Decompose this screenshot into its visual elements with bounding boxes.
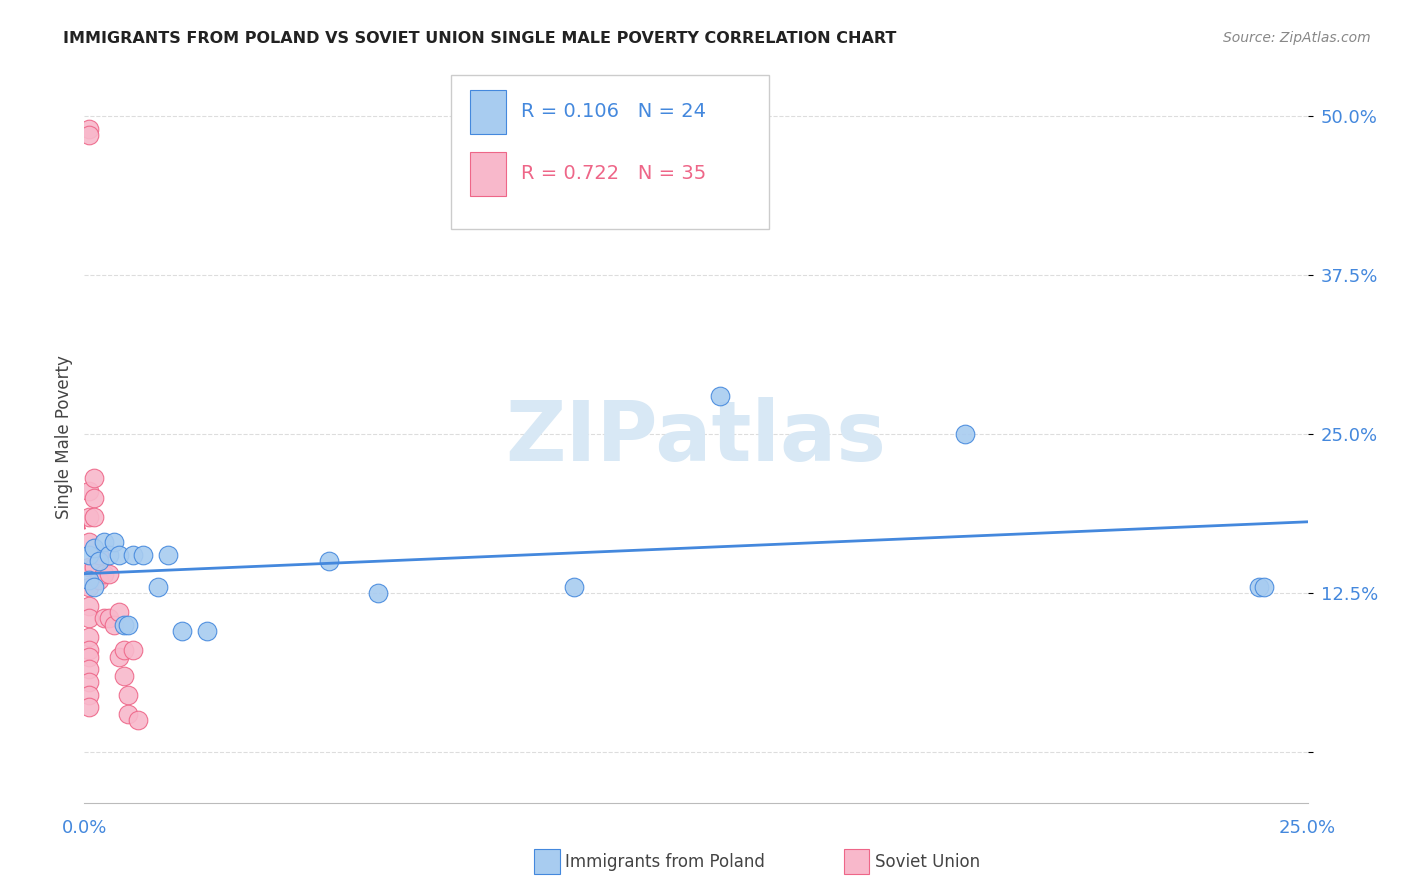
Text: Immigrants from Poland: Immigrants from Poland: [565, 853, 765, 871]
Point: [87, 573, 110, 587]
Text: R = 0.722   N = 35: R = 0.722 N = 35: [522, 164, 706, 183]
Point: [77, 631, 100, 645]
Point: [77, 688, 100, 702]
Point: [83, 541, 105, 556]
Point: [953, 426, 976, 441]
Point: [562, 580, 585, 594]
FancyBboxPatch shape: [451, 75, 769, 228]
Point: [1247, 580, 1270, 594]
Point: [172, 624, 194, 638]
Text: IMMIGRANTS FROM POLAND VS SOVIET UNION SINGLE MALE POVERTY CORRELATION CHART: IMMIGRANTS FROM POLAND VS SOVIET UNION S…: [63, 31, 897, 46]
Point: [97, 611, 120, 625]
Point: [1253, 580, 1275, 594]
Text: ZIPatlas: ZIPatlas: [506, 397, 886, 477]
Point: [83, 471, 105, 485]
Point: [77, 484, 100, 499]
Point: [117, 706, 139, 721]
Point: [87, 548, 110, 562]
Text: R = 0.106   N = 24: R = 0.106 N = 24: [522, 102, 706, 121]
Point: [83, 560, 105, 574]
Point: [122, 548, 145, 562]
Point: [77, 700, 100, 714]
Point: [77, 580, 100, 594]
Point: [107, 649, 129, 664]
Point: [367, 586, 389, 600]
Point: [112, 643, 135, 657]
Point: [77, 573, 100, 587]
Point: [83, 580, 105, 594]
Text: Soviet Union: Soviet Union: [875, 853, 980, 871]
Point: [77, 548, 100, 562]
Point: [146, 580, 169, 594]
Point: [122, 643, 145, 657]
Point: [77, 560, 100, 574]
Point: [709, 389, 731, 403]
Point: [103, 535, 125, 549]
Point: [156, 548, 179, 562]
Bar: [470, 89, 506, 134]
Point: [77, 649, 100, 664]
Point: [127, 713, 149, 727]
Point: [132, 548, 155, 562]
Point: [77, 121, 100, 136]
Point: [77, 675, 100, 690]
Point: [77, 599, 100, 613]
Point: [83, 491, 105, 505]
Point: [87, 554, 110, 568]
Point: [117, 617, 139, 632]
Point: [93, 535, 115, 549]
Y-axis label: Single Male Poverty: Single Male Poverty: [55, 355, 73, 519]
Point: [97, 566, 120, 581]
Point: [77, 643, 100, 657]
Point: [77, 662, 100, 676]
Point: [77, 128, 100, 142]
Point: [107, 605, 129, 619]
Point: [77, 611, 100, 625]
Point: [77, 509, 100, 524]
Point: [195, 624, 218, 638]
Point: [97, 548, 120, 562]
Point: [107, 548, 129, 562]
Point: [93, 611, 115, 625]
Point: [112, 668, 135, 682]
Point: [318, 554, 340, 568]
Point: [83, 509, 105, 524]
Bar: [470, 152, 506, 195]
Point: [93, 566, 115, 581]
Point: [77, 535, 100, 549]
Text: Source: ZipAtlas.com: Source: ZipAtlas.com: [1223, 31, 1371, 45]
Point: [117, 688, 139, 702]
Point: [112, 617, 135, 632]
Point: [103, 617, 125, 632]
